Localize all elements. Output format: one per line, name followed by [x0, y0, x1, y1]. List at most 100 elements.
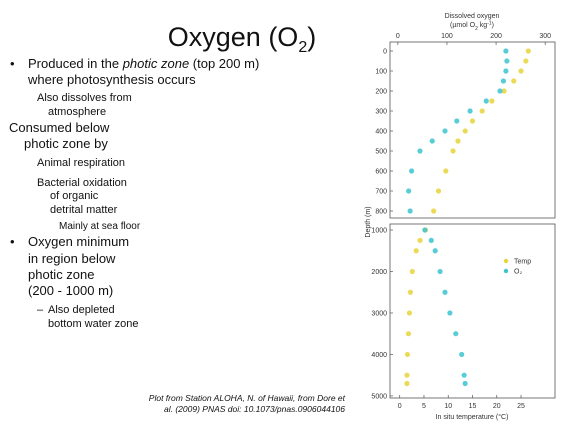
point	[443, 168, 449, 174]
point	[417, 148, 423, 154]
y-tick-label: 100	[375, 69, 387, 76]
point	[501, 88, 507, 94]
point	[442, 128, 448, 134]
line-text: Oxygen minimum	[28, 234, 129, 249]
point	[432, 248, 438, 254]
text-part: Produced in the	[28, 56, 123, 71]
line-text: Also dissolves from	[37, 92, 132, 104]
line-text: bottom water zone	[48, 318, 139, 330]
caption: al. (2009) PNAS doi: 10.1073/pnas.090604…	[164, 404, 345, 414]
legend-swatch	[503, 268, 509, 274]
line-text: atmosphere	[48, 106, 106, 118]
x-tick-label: 5	[422, 403, 426, 410]
point	[523, 58, 529, 64]
x2-axis-title: Dissolved oxygen	[445, 13, 500, 20]
title-sub: 2	[298, 39, 307, 56]
point	[469, 118, 476, 124]
line-text: photic zone	[28, 267, 95, 282]
y-tick-label: 200	[375, 89, 387, 96]
point	[404, 351, 411, 358]
point	[437, 268, 443, 275]
y-tick-label: 500	[375, 149, 387, 156]
point	[479, 108, 485, 114]
point	[497, 88, 503, 94]
line-text: Mainly at sea floor	[59, 221, 141, 232]
y-tick-label: 1000	[371, 228, 387, 235]
point	[428, 237, 434, 243]
point	[409, 268, 415, 275]
point	[442, 289, 448, 295]
line-text: Consumed below	[9, 120, 110, 135]
y-tick-label: 0	[383, 49, 387, 56]
point	[467, 108, 473, 114]
x-tick-label: 0	[398, 403, 402, 410]
unit-part: )	[492, 22, 494, 29]
bullet: •	[10, 234, 15, 249]
plot-frame	[389, 41, 556, 219]
point	[407, 289, 413, 295]
point	[431, 208, 437, 214]
point	[409, 168, 415, 174]
point	[413, 248, 419, 254]
bullet: •	[10, 56, 15, 71]
text-part: where photosynthesis occurs	[27, 72, 196, 87]
text-part: photic zone by	[24, 136, 108, 151]
point	[450, 148, 456, 154]
point	[525, 48, 531, 54]
point	[429, 138, 435, 144]
point	[500, 78, 507, 84]
point	[454, 118, 460, 124]
x2-tick-label: 200	[490, 33, 502, 40]
line-text: of organic	[50, 190, 99, 202]
point	[405, 331, 412, 337]
x-tick-label: 20	[493, 403, 501, 410]
title-text: Oxygen (O	[168, 22, 299, 52]
text-part: of organic	[50, 190, 99, 202]
point	[503, 48, 509, 54]
point	[455, 138, 461, 144]
point	[504, 58, 510, 64]
text-part: Bacterial oxidation	[37, 177, 127, 189]
unit-part: kg	[478, 22, 487, 29]
point	[461, 372, 467, 378]
caption: Plot from Station ALOHA, N. of Hawaii, f…	[149, 393, 346, 403]
y-tick-label: 600	[375, 169, 387, 176]
point	[489, 98, 495, 104]
line-text: photic zone by	[24, 136, 108, 151]
y-tick-label: 700	[375, 189, 387, 196]
text-part: photic zone	[122, 56, 190, 71]
y-tick-label: 5000	[371, 393, 387, 400]
legend-label: Temp	[514, 259, 531, 266]
text-part: Also dissolves from	[37, 92, 132, 104]
line-text: (200 - 1000 m)	[28, 283, 113, 298]
x-tick-label: 10	[444, 403, 452, 410]
y-tick-label: 300	[375, 109, 387, 116]
point	[453, 331, 459, 337]
point	[407, 208, 413, 214]
x-tick-label: 25	[517, 403, 525, 410]
point	[404, 372, 410, 378]
y-tick-label: 800	[375, 209, 387, 216]
y-tick-label: 2000	[371, 269, 387, 276]
x2-axis-unit: (µmol O2 kg-1)	[450, 21, 494, 33]
y-tick-label: 400	[375, 129, 387, 136]
legend-label: O₂	[514, 269, 522, 276]
title-end: )	[307, 22, 316, 52]
point	[462, 380, 468, 387]
text-part: Consumed below	[9, 120, 110, 135]
text-part: bottom water zone	[48, 318, 139, 330]
point	[435, 188, 442, 194]
bullet: –	[37, 304, 44, 316]
point	[503, 68, 509, 74]
legend-swatch	[503, 258, 509, 264]
line-text: Also depleted	[48, 304, 115, 316]
unit-part: (µmol O	[450, 22, 476, 29]
text-part: Oxygen minimum	[28, 234, 129, 249]
y-tick-label: 3000	[371, 310, 387, 317]
x2-tick-label: 100	[441, 33, 453, 40]
line-text: Bacterial oxidation	[37, 177, 127, 189]
x2-tick-label: 300	[539, 33, 551, 40]
y-axis-title: Depth (m)	[365, 206, 372, 237]
